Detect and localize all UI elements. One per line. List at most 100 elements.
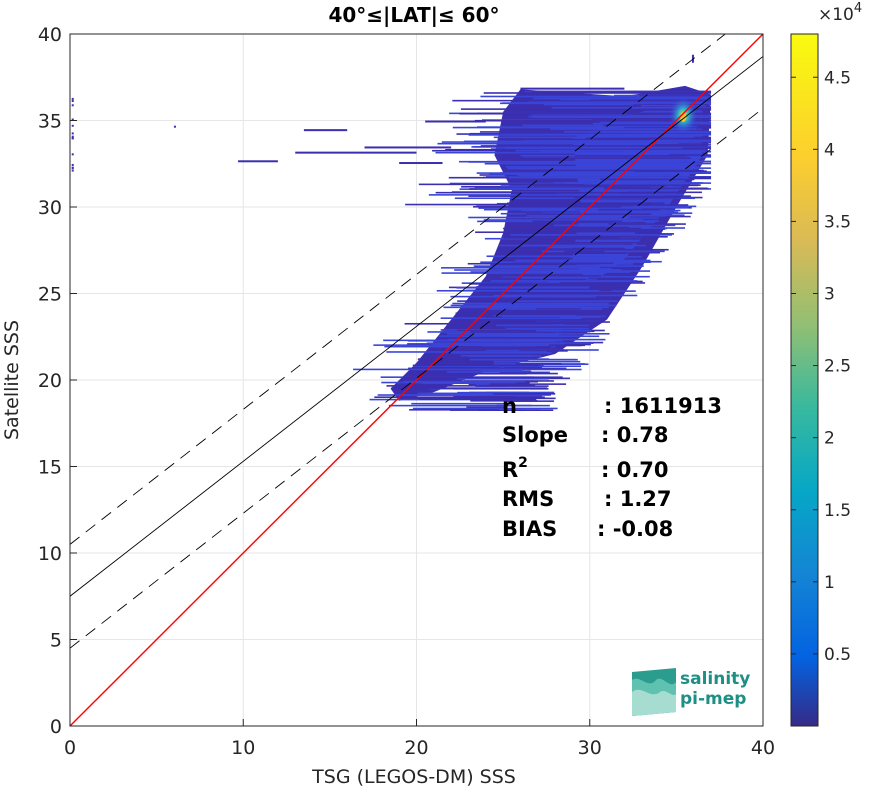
density-bin xyxy=(560,214,685,216)
density-streak xyxy=(425,120,486,123)
density-point xyxy=(71,124,74,127)
density-bin xyxy=(553,224,676,227)
density-bin xyxy=(627,218,667,221)
density-streak xyxy=(520,87,625,90)
y-tick-label: 20 xyxy=(38,370,62,392)
density-bin xyxy=(514,129,705,132)
density-bin xyxy=(640,131,712,134)
density-bin xyxy=(480,145,708,147)
density-bin xyxy=(535,307,581,310)
density-bin xyxy=(528,115,712,118)
density-point xyxy=(71,104,74,107)
density-bin xyxy=(437,142,678,145)
density-bin xyxy=(412,407,558,410)
density-bin xyxy=(353,368,524,371)
density-bin xyxy=(411,402,510,405)
stat-value: : 1611913 xyxy=(604,394,722,418)
density-bin xyxy=(564,221,646,224)
density-bin xyxy=(445,148,685,151)
x-tick-label: 40 xyxy=(751,737,775,759)
density-bin xyxy=(493,321,610,323)
density-bin xyxy=(550,297,590,300)
stat-value: : -0.08 xyxy=(597,517,673,541)
density-bin xyxy=(510,234,672,236)
density-bin xyxy=(525,213,652,216)
density-bin xyxy=(472,306,588,308)
density-bin xyxy=(620,206,674,209)
density-bin xyxy=(600,178,695,181)
density-bin xyxy=(460,108,712,110)
chart-title: 40°≤|LAT|≤ 60° xyxy=(328,3,499,27)
y-tick-label: 0 xyxy=(50,716,62,738)
colorbar-tick-label: 3.5 xyxy=(824,212,851,232)
density-bin xyxy=(532,97,712,100)
density-point xyxy=(71,163,74,166)
density-bin xyxy=(532,220,622,223)
density-bin xyxy=(456,287,589,289)
x-tick-label: 20 xyxy=(404,737,428,759)
density-bin xyxy=(510,248,669,251)
density-bin xyxy=(499,244,624,247)
density-bin xyxy=(480,370,524,372)
density-bin xyxy=(507,167,697,170)
density-bin xyxy=(572,236,668,238)
density-bin xyxy=(432,342,565,345)
density-bin xyxy=(468,355,542,357)
density-bin xyxy=(520,157,691,159)
density-bin xyxy=(460,305,577,307)
density-bin xyxy=(585,137,712,140)
density-bin xyxy=(640,227,686,229)
density-point xyxy=(71,135,74,138)
density-bin xyxy=(377,394,551,396)
density-bin xyxy=(548,246,613,249)
density-bin xyxy=(502,102,712,104)
density-point xyxy=(173,125,176,128)
x-tick-label: 10 xyxy=(231,737,255,759)
colorbar xyxy=(790,33,819,727)
density-bin xyxy=(468,134,707,136)
colorbar-ticks: 0.5 1 1.5 2 2.5 3 3.5 4 4.5 xyxy=(791,68,851,665)
density-bin xyxy=(484,162,702,165)
logo-line1: salinity xyxy=(680,669,750,689)
density-bin xyxy=(474,187,667,190)
y-tick-label: 35 xyxy=(38,111,62,133)
density-bin xyxy=(568,241,643,244)
density-point xyxy=(71,169,74,172)
density-bin xyxy=(639,95,712,97)
density-bin xyxy=(516,174,690,176)
density-bin xyxy=(508,176,688,179)
density-bin xyxy=(497,275,602,277)
density-bin xyxy=(435,151,678,154)
density-bin xyxy=(441,267,601,269)
density-bin xyxy=(428,194,664,196)
density-bin xyxy=(468,161,683,163)
density-bin xyxy=(459,372,527,375)
stat-value: : 0.70 xyxy=(601,458,669,482)
density-bin xyxy=(435,191,683,194)
logo-wave-icon xyxy=(632,668,676,716)
density-bin xyxy=(533,185,667,187)
stat-label: n xyxy=(502,394,517,418)
colorbar-tick-label: 2 xyxy=(824,429,835,449)
density-bin xyxy=(598,208,660,211)
density-bin xyxy=(574,196,681,199)
density-bin xyxy=(619,192,656,195)
density-bin xyxy=(632,148,704,150)
density-bin xyxy=(564,250,605,253)
density-bin xyxy=(470,331,556,333)
density-bin xyxy=(500,294,638,297)
density-bin xyxy=(486,255,628,258)
x-tick-label: 0 xyxy=(64,737,76,759)
density-bin xyxy=(484,409,526,411)
stat-value: : 0.78 xyxy=(601,423,669,447)
density-bin xyxy=(629,215,691,218)
density-bin xyxy=(473,146,704,148)
density-bin xyxy=(635,210,675,212)
colorbar-tick-label: 2.5 xyxy=(824,357,851,377)
density-bin xyxy=(452,99,712,102)
density-bin xyxy=(621,211,679,214)
density-bin xyxy=(552,270,651,272)
density-bin xyxy=(478,207,642,209)
density-bin xyxy=(493,360,581,363)
density-bin xyxy=(583,182,684,185)
